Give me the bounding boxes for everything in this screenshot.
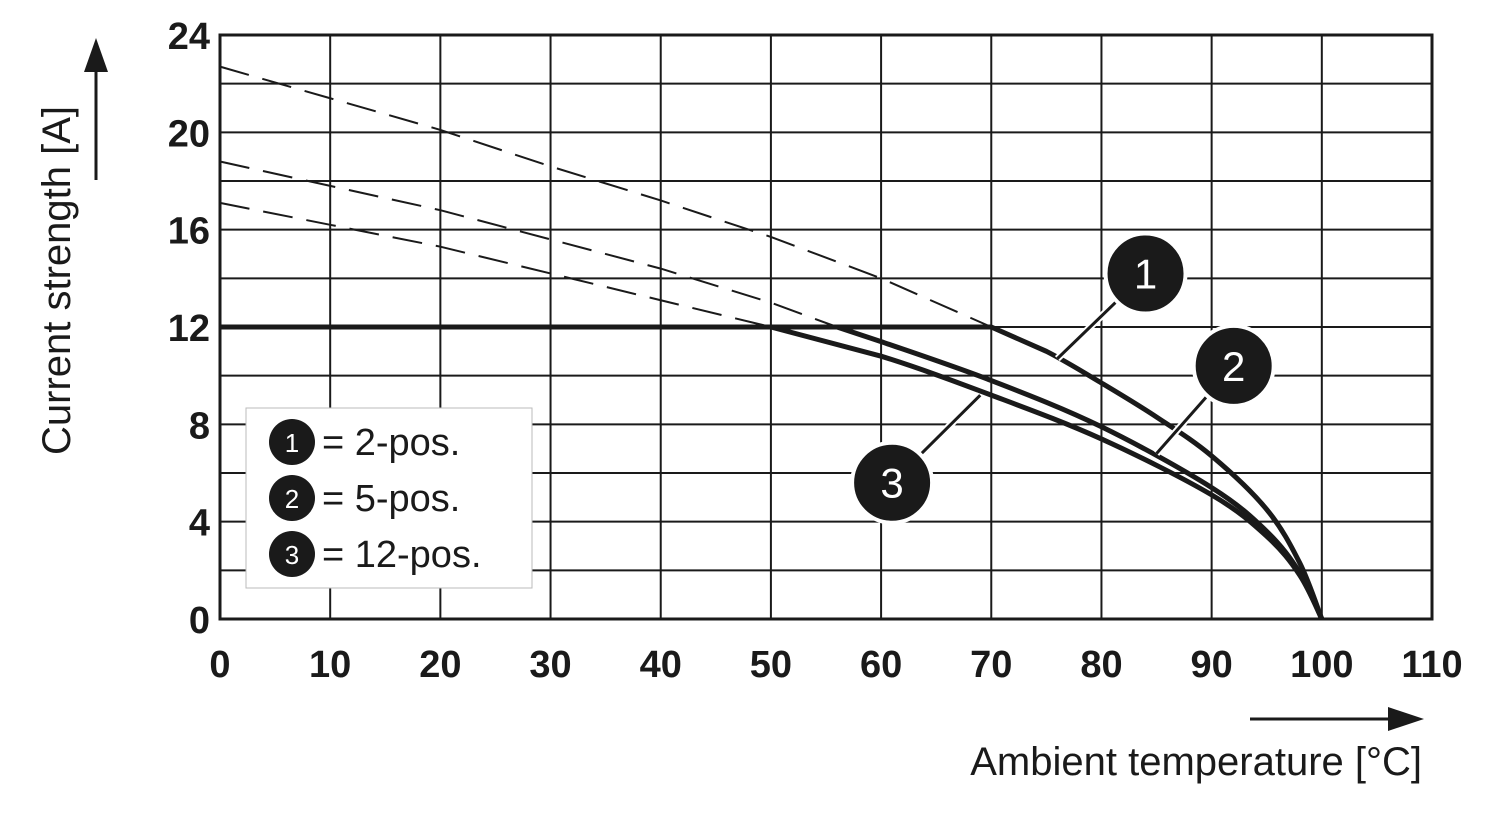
x-axis-title-group: Ambient temperature [°C] xyxy=(970,707,1424,784)
legend-entry-text: = 12-pos. xyxy=(322,534,482,576)
y-tick-label: 16 xyxy=(168,211,210,253)
y-axis-title-group: Current strength [A] xyxy=(35,38,108,455)
y-axis-title: Current strength [A] xyxy=(35,106,79,455)
x-tick-label: 50 xyxy=(750,644,792,686)
callout-badge-3 xyxy=(850,440,935,525)
curve-3-dashed xyxy=(219,201,772,328)
y-tick-labels: 0 4 8 12 16 20 24 xyxy=(168,16,210,642)
x-tick-label: 10 xyxy=(309,644,351,686)
callout-badge-label: 1 xyxy=(1134,250,1157,297)
x-tick-label: 70 xyxy=(970,644,1012,686)
callout-badges: 1 2 3 xyxy=(850,231,1276,525)
curve-2-dashed xyxy=(219,160,838,328)
x-tick-label: 40 xyxy=(640,644,682,686)
derating-curves xyxy=(220,324,1325,621)
legend: 1 = 2-pos. 2 = 5-pos. 3 = 12-pos. xyxy=(245,407,533,589)
extrapolated-curves xyxy=(219,65,992,328)
legend-badge-1 xyxy=(269,419,315,465)
y-tick-label: 4 xyxy=(189,503,210,545)
curve-3-solid xyxy=(220,324,1325,621)
x-axis-title: Ambient temperature [°C] xyxy=(970,740,1422,784)
legend-badge-label: 3 xyxy=(285,540,299,570)
legend-badge-3 xyxy=(269,531,315,577)
x-tick-label: 30 xyxy=(529,644,571,686)
callout-badge-label: 2 xyxy=(1222,343,1245,390)
legend-badge-label: 2 xyxy=(285,484,299,514)
x-tick-label: 0 xyxy=(209,644,230,686)
legend-badge-label: 1 xyxy=(285,428,299,458)
y-tick-label: 0 xyxy=(189,600,210,642)
y-tick-label: 8 xyxy=(189,405,210,447)
callout-badge-label: 3 xyxy=(880,460,903,507)
callout-badge-1 xyxy=(1103,231,1188,316)
x-tick-label: 90 xyxy=(1190,644,1232,686)
x-tick-label: 80 xyxy=(1080,644,1122,686)
x-axis-arrow-head xyxy=(1388,707,1424,731)
x-tick-label: 100 xyxy=(1290,644,1353,686)
callout-badge-2 xyxy=(1191,323,1276,408)
x-tick-labels: 0 10 20 30 40 50 60 70 80 90 100 110 xyxy=(209,644,1462,686)
curve-1-dashed xyxy=(219,65,992,328)
y-tick-label: 12 xyxy=(168,308,210,350)
y-axis-arrow-head xyxy=(84,38,108,72)
legend-badge-2 xyxy=(269,475,315,521)
x-tick-label: 110 xyxy=(1401,644,1462,686)
legend-entry-text: = 2-pos. xyxy=(322,422,460,464)
legend-entry-text: = 5-pos. xyxy=(322,478,460,520)
y-tick-label: 20 xyxy=(168,113,210,155)
x-tick-label: 60 xyxy=(860,644,902,686)
curve-1-solid xyxy=(220,324,1325,620)
y-tick-label: 24 xyxy=(168,16,210,58)
grid xyxy=(218,33,1434,621)
x-tick-label: 20 xyxy=(419,644,461,686)
